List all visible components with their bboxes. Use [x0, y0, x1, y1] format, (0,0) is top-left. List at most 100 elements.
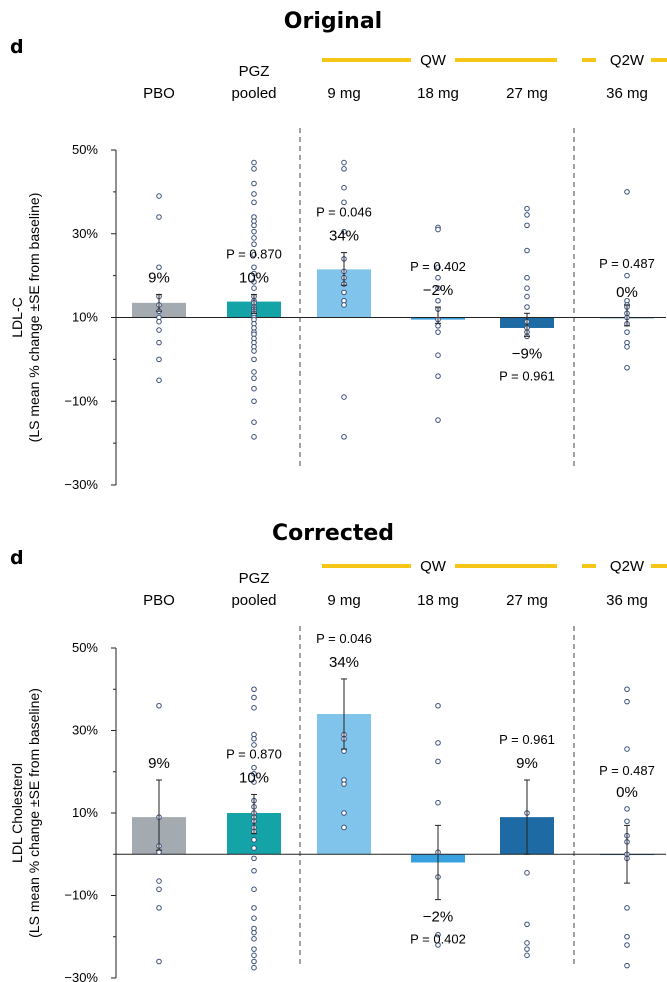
data-point: [251, 264, 257, 271]
group-label: 36 mg: [606, 592, 648, 609]
data-point: [435, 740, 441, 746]
data-point: [156, 214, 162, 220]
panel-title: Original: [284, 9, 382, 34]
q2w-schedule-label: Q2W: [610, 558, 645, 575]
data-point: [624, 272, 630, 279]
y-tick-label: −10%: [64, 393, 98, 408]
data-point: [251, 270, 257, 277]
data-point: [435, 297, 441, 304]
data-point: [251, 742, 257, 748]
data-point: [251, 180, 257, 187]
y-tick-label: 10%: [72, 805, 98, 820]
data-point: [251, 952, 257, 959]
data-point: [341, 810, 347, 816]
data-point: [624, 686, 630, 693]
data-point: [251, 356, 257, 363]
p-value-label: P = 0.046: [316, 631, 372, 646]
data-point: [251, 434, 257, 440]
data-point: [251, 705, 257, 711]
y-tick-label: −10%: [64, 888, 98, 903]
y-axis-label-sub: (LS mean % change ±SE from baseline): [26, 688, 42, 938]
p-value-label: P = 0.402: [410, 259, 466, 274]
data-point: [156, 318, 162, 325]
group-label: 9 mg: [327, 592, 360, 609]
data-point: [251, 251, 257, 258]
data-point: [341, 159, 347, 166]
data-point: [156, 905, 162, 911]
data-point: [251, 886, 257, 893]
data-point: [624, 189, 630, 195]
data-point: [251, 166, 257, 172]
data-point: [435, 758, 441, 765]
value-label: −2%: [423, 282, 453, 299]
value-label: 10%: [239, 269, 269, 286]
y-axis-label-sub: (LS mean % change ±SE from baseline): [26, 193, 42, 443]
data-point: [251, 936, 257, 942]
data-point: [435, 931, 441, 938]
data-point: [435, 352, 441, 358]
data-point: [624, 905, 630, 911]
data-point: [251, 946, 257, 952]
original-panel: Original d QW Q2W PBO PGZ pooled 9 mg 18 mg 27 …: [9, 9, 667, 492]
y-tick-label: 30%: [72, 723, 98, 738]
corrected-panel: Corrected d QW Q2W PBO PGZ pooled 9 mg 18 mg 27…: [9, 521, 667, 982]
data-point: [524, 222, 530, 229]
data-point: [524, 304, 530, 310]
data-point: [524, 212, 530, 218]
group-label: 9 mg: [327, 85, 360, 102]
data-point: [341, 199, 347, 206]
data-point: [251, 779, 257, 785]
data-point: [624, 364, 630, 371]
value-label: 34%: [329, 228, 359, 245]
y-tick-label: −30%: [64, 477, 98, 492]
value-label: 0%: [616, 284, 638, 301]
y-tick-label: 30%: [72, 226, 98, 241]
p-value-label: P = 0.870: [226, 246, 282, 261]
group-label: 27 mg: [506, 592, 548, 609]
data-point: [624, 746, 630, 752]
value-label: 0%: [616, 784, 638, 801]
data-point: [435, 373, 441, 379]
data-point: [251, 419, 257, 425]
data-point: [435, 942, 441, 948]
data-point: [156, 958, 162, 965]
data-point: [156, 377, 162, 384]
data-point: [156, 339, 162, 346]
y-tick-label: 50%: [72, 142, 98, 157]
data-point: [251, 385, 257, 392]
data-point: [251, 235, 257, 241]
data-point: [624, 344, 630, 350]
y-tick-label: 50%: [72, 640, 98, 655]
data-point: [341, 394, 347, 400]
data-point: [156, 356, 162, 363]
data-point: [435, 285, 441, 291]
p-value-label: P = 0.487: [599, 256, 655, 271]
data-point: [524, 952, 530, 959]
data-point: [251, 159, 257, 166]
data-point: [524, 870, 530, 876]
data-point: [251, 905, 257, 911]
data-point: [435, 226, 441, 233]
data-point: [341, 302, 347, 308]
data-point: [524, 205, 530, 212]
data-point: [435, 799, 441, 806]
group-label: 18 mg: [417, 85, 459, 102]
p-value-label: P = 0.046: [316, 205, 372, 220]
data-point: [435, 264, 441, 271]
data-point: [251, 867, 257, 874]
data-point: [341, 184, 347, 191]
q2w-schedule-label: Q2W: [610, 52, 645, 69]
data-point: [156, 702, 162, 709]
panel-title: Corrected: [272, 521, 394, 546]
data-point: [251, 915, 257, 921]
group-label: 36 mg: [606, 85, 648, 102]
group-label: 27 mg: [506, 85, 548, 102]
value-label: 9%: [516, 755, 538, 772]
y-tick-label: 10%: [72, 310, 98, 325]
data-point: [251, 771, 257, 777]
value-label: −9%: [512, 345, 542, 362]
data-point: [624, 942, 630, 948]
data-point: [624, 698, 630, 705]
data-point: [341, 824, 347, 831]
